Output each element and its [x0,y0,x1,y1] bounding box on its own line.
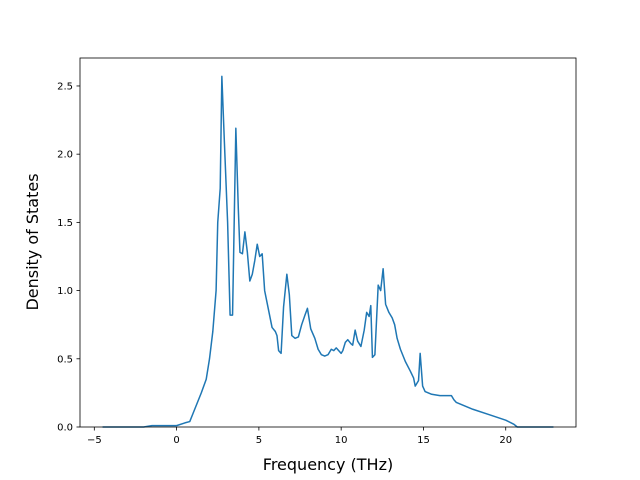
x-tick-label: 15 [417,435,430,446]
x-tick-label: 10 [335,435,348,446]
y-tick-label: 1.5 [57,218,73,229]
x-axis-label: Frequency (THz) [263,455,393,474]
y-axis-label: Density of States [23,173,42,310]
x-tick-label: 0 [173,435,179,446]
plot-frame [79,57,577,428]
y-tick-label: 2.0 [57,150,73,161]
line-series [102,75,554,428]
y-tick-label: 0.5 [57,354,73,365]
x-tick-label: 5 [256,435,262,446]
y-tick-label: 0.0 [57,423,73,434]
x-tick-label: −5 [87,435,102,446]
x-tick-label: 20 [499,435,512,446]
y-tick-label: 1.0 [57,286,73,297]
y-tick-label: 2.5 [57,81,73,92]
